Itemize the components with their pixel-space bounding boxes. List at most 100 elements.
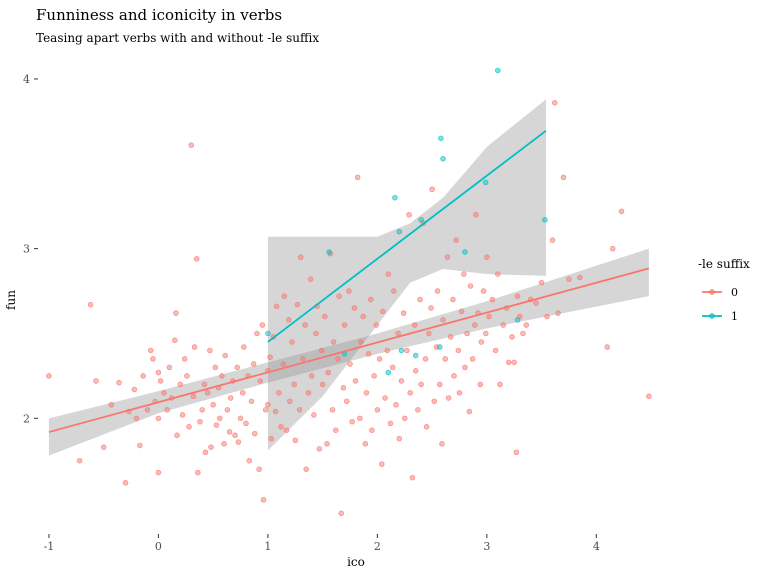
data-point-0: [222, 352, 228, 359]
data-point-0: [464, 330, 470, 337]
data-point-0: [363, 390, 370, 396]
data-point-0: [538, 279, 545, 286]
data-point-0: [352, 378, 359, 384]
data-point-0: [378, 461, 385, 467]
data-point-0: [391, 288, 397, 294]
data-point-0: [533, 300, 539, 306]
data-point-0: [428, 305, 434, 311]
data-point-0: [450, 296, 456, 303]
data-point-0: [76, 457, 83, 464]
data-point-0: [150, 356, 156, 362]
data-point-0: [376, 356, 383, 362]
data-point-0: [343, 398, 350, 405]
x-tick-label: 0: [155, 540, 162, 553]
chart-subtitle: Teasing apart verbs with and without -le…: [36, 31, 320, 45]
data-point-1: [398, 347, 405, 354]
data-point-0: [423, 424, 430, 430]
data-point-0: [296, 407, 303, 413]
data-point-0: [226, 429, 233, 435]
data-point-0: [336, 293, 342, 299]
x-axis-title: ico: [347, 555, 365, 569]
axes: -1 0 1 2 3 4 2 3 4: [23, 73, 600, 553]
data-point-0: [313, 330, 319, 337]
data-point-0: [472, 322, 478, 328]
data-point-0: [544, 313, 550, 320]
data-point-0: [393, 401, 399, 408]
data-point-0: [283, 427, 290, 433]
data-point-0: [455, 347, 462, 354]
data-point-0: [207, 347, 213, 354]
data-point-0: [308, 373, 315, 379]
data-point-0: [289, 339, 295, 345]
data-point-0: [297, 254, 304, 260]
data-point-0: [213, 422, 220, 428]
data-point-0: [287, 398, 293, 405]
data-point-0: [335, 356, 341, 362]
data-point-0: [302, 322, 308, 328]
data-point-0: [272, 408, 279, 415]
data-point-0: [618, 208, 625, 215]
data-point-0: [155, 469, 162, 476]
x-tick-label: 4: [593, 540, 600, 553]
data-point-0: [384, 347, 390, 354]
data-point-0: [256, 466, 262, 472]
data-point-0: [155, 415, 162, 422]
data-point-0: [609, 245, 616, 252]
data-point-0: [268, 435, 274, 442]
fit-line-1: [267, 130, 547, 343]
x-tick-label: -1: [44, 540, 55, 553]
data-point-0: [262, 407, 269, 413]
data-point-0: [241, 344, 247, 350]
data-point-0: [210, 401, 216, 408]
y-tick-label: 2: [23, 412, 30, 425]
data-point-0: [354, 174, 361, 181]
data-point-0: [401, 415, 408, 422]
data-point-0: [514, 293, 521, 299]
data-point-0: [447, 334, 454, 340]
data-point-0: [406, 211, 412, 218]
data-point-0: [273, 303, 280, 310]
data-point-0: [398, 378, 405, 384]
data-point-0: [492, 347, 499, 354]
data-point-0: [322, 313, 328, 320]
data-point-0: [346, 288, 352, 294]
data-point-1: [265, 330, 271, 337]
data-point-0: [566, 276, 572, 282]
data-point-0: [292, 437, 299, 444]
data-point-0: [307, 276, 314, 282]
data-point-0: [237, 415, 244, 422]
data-point-0: [431, 398, 438, 405]
data-point-0: [155, 369, 162, 376]
data-point-0: [511, 359, 517, 366]
data-point-1: [440, 155, 446, 162]
data-points: [46, 67, 652, 517]
data-point-1: [418, 217, 424, 223]
data-point-1: [392, 194, 398, 201]
data-point-0: [549, 237, 556, 243]
data-point-0: [415, 407, 421, 413]
data-point-0: [291, 381, 297, 388]
x-tick-label: 2: [374, 540, 381, 553]
data-point-0: [204, 390, 211, 396]
data-point-0: [199, 407, 205, 413]
data-point-0: [439, 441, 445, 447]
data-point-0: [201, 381, 208, 388]
data-point-0: [227, 395, 234, 401]
data-point-1: [495, 67, 501, 74]
data-point-0: [234, 364, 240, 371]
data-point-0: [480, 288, 487, 294]
data-point-0: [232, 432, 238, 439]
data-point-0: [100, 444, 107, 450]
data-point-0: [362, 441, 369, 447]
data-point-0: [451, 373, 457, 379]
data-point-1: [326, 249, 332, 255]
data-point-0: [108, 401, 115, 408]
data-point-0: [371, 373, 377, 379]
data-point-0: [461, 271, 467, 277]
data-point-0: [389, 364, 396, 371]
data-point-0: [560, 174, 567, 181]
legend-label-0: 0: [731, 286, 738, 299]
data-point-0: [265, 401, 271, 408]
data-point-0: [349, 418, 355, 425]
